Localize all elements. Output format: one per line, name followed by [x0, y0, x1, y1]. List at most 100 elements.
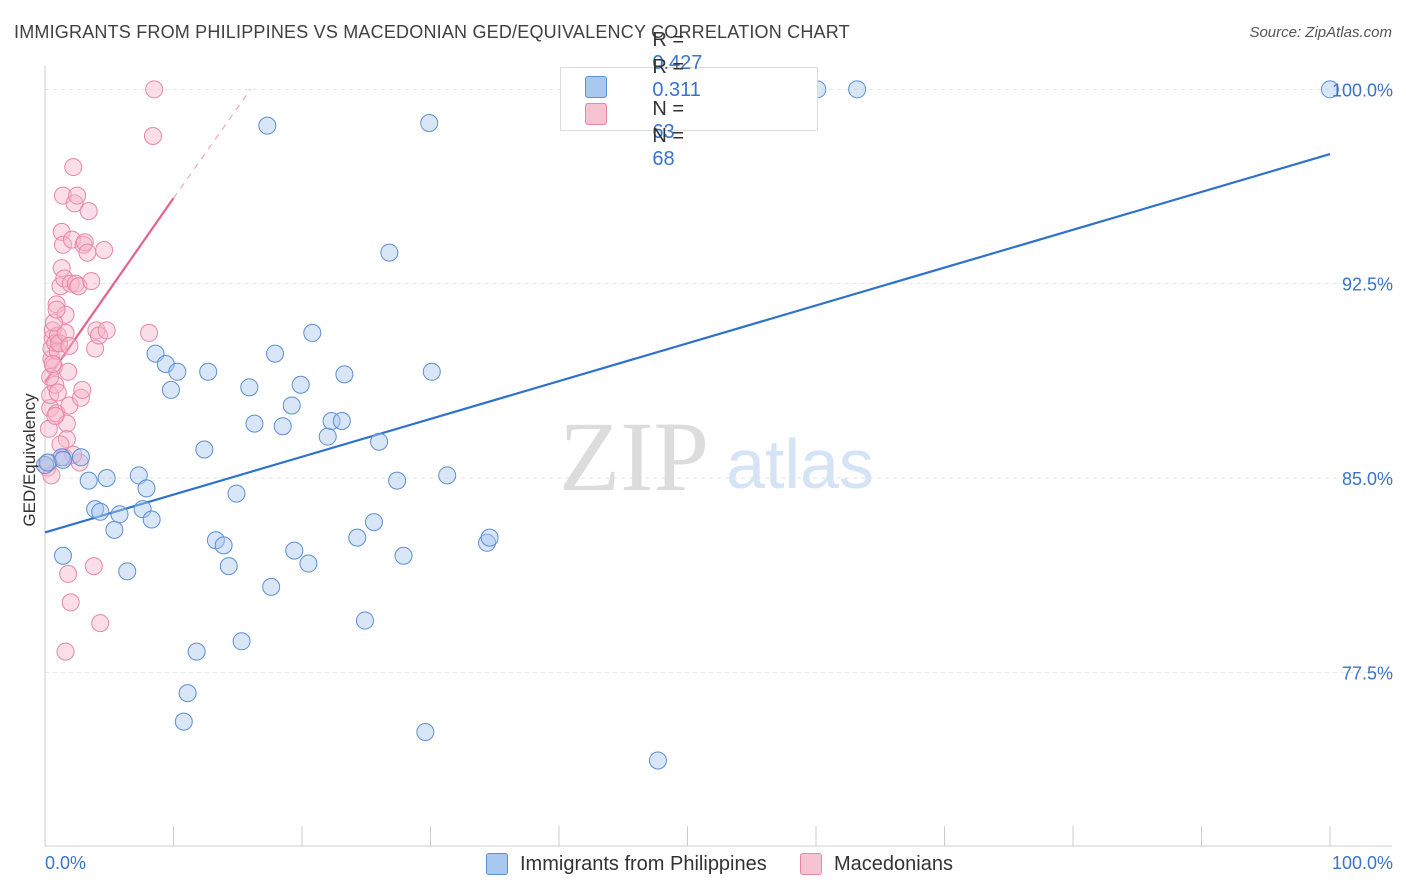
r-value-macedonians: 0.311: [652, 78, 701, 101]
source-label: Source: ZipAtlas.com: [1249, 24, 1392, 41]
point-philippines-47: [364, 513, 383, 532]
stats-legend: R = 0.427 N = 63 R = 0.311 N = 68: [560, 29, 818, 170]
point-philippines-48: [370, 432, 389, 451]
point-philippines-29: [232, 632, 251, 651]
point-philippines-39: [299, 554, 318, 573]
point-macedonians-42: [79, 202, 98, 221]
point-philippines-58: [648, 751, 667, 770]
point-macedonians-50: [97, 321, 116, 340]
point-philippines-40: [303, 323, 322, 342]
point-macedonians-11: [47, 295, 66, 314]
series-philippines: [36, 80, 1339, 770]
point-philippines-62: [38, 453, 57, 472]
watermark: ZIP atlas: [559, 401, 874, 512]
legend-swatch-blue: [486, 853, 508, 875]
point-philippines-0: [36, 456, 54, 475]
point-philippines-7: [91, 502, 110, 521]
point-philippines-28: [227, 484, 246, 503]
n-label: N =: [652, 97, 685, 120]
point-philippines-41: [318, 427, 337, 446]
y-tick-label-0: 77.5%: [1342, 663, 1393, 683]
point-philippines-57: [480, 528, 499, 547]
n-value-philippines: 63: [652, 120, 675, 143]
point-philippines-10: [110, 505, 129, 524]
point-macedonians-43: [82, 272, 101, 291]
axes: [44, 66, 1392, 847]
point-macedonians-59: [46, 406, 65, 425]
point-macedonians-48: [91, 614, 110, 633]
point-macedonians-34: [68, 186, 87, 205]
x-tick-label-1: 100.0%: [1332, 853, 1393, 873]
point-macedonians-53: [145, 80, 164, 99]
point-philippines-23: [195, 440, 214, 459]
point-philippines-61: [1321, 80, 1339, 99]
point-philippines-35: [273, 417, 292, 436]
r-value-philippines: 0.427: [652, 51, 703, 74]
point-macedonians-41: [78, 243, 97, 262]
point-philippines-56: [478, 533, 497, 552]
point-philippines-32: [258, 116, 277, 135]
legend-swatch-blue: [585, 76, 607, 98]
point-philippines-37: [285, 541, 304, 560]
legend-swatch-pink: [585, 103, 607, 125]
point-macedonians-65: [60, 336, 79, 355]
point-macedonians-54: [61, 593, 80, 612]
point-philippines-36: [282, 396, 301, 415]
point-philippines-31: [245, 414, 264, 433]
point-philippines-24: [199, 362, 218, 381]
point-philippines-4: [53, 546, 72, 565]
legend-label-philippines: Immigrants from Philippines: [520, 852, 767, 875]
point-macedonians-15: [50, 334, 69, 353]
point-philippines-11: [118, 562, 137, 581]
trend-line-philippines: [44, 153, 1331, 534]
point-philippines-21: [178, 684, 197, 703]
point-philippines-22: [187, 642, 206, 661]
point-macedonians-51: [140, 323, 159, 342]
point-philippines-54: [422, 362, 441, 381]
point-philippines-51: [394, 546, 413, 565]
point-macedonians-17: [52, 259, 71, 278]
legend-item-macedonians[interactable]: Macedonians: [800, 852, 953, 876]
y-tick-label-2: 92.5%: [1342, 275, 1393, 295]
legend-item-philippines[interactable]: Immigrants from Philippines: [486, 852, 767, 876]
point-philippines-20: [174, 712, 193, 731]
point-philippines-42: [322, 412, 341, 431]
point-philippines-14: [137, 479, 156, 498]
point-philippines-55: [438, 466, 457, 485]
point-philippines-27: [219, 557, 238, 576]
watermark-atlas: atlas: [726, 425, 874, 503]
point-macedonians-64: [48, 383, 67, 402]
y-tick-label-1: 85.0%: [1342, 469, 1393, 489]
watermark-zip: ZIP: [559, 401, 709, 512]
y-tick-label-3: 100.0%: [1332, 80, 1393, 100]
point-philippines-43: [332, 412, 351, 431]
legend-label-macedonians: Macedonians: [834, 852, 953, 875]
gridlines: [45, 88, 1392, 673]
point-philippines-2: [71, 448, 90, 467]
point-macedonians-18: [52, 222, 71, 241]
r-label: R =: [652, 55, 685, 78]
point-philippines-45: [348, 528, 367, 547]
chart-title: IMMIGRANTS FROM PHILIPPINES VS MACEDONIA…: [14, 22, 850, 42]
point-macedonians-37: [71, 388, 90, 407]
point-macedonians-40: [75, 233, 94, 252]
y-axis-title: GED/Equivalency: [20, 393, 39, 527]
point-macedonians-33: [66, 274, 85, 293]
point-macedonians-46: [87, 321, 106, 340]
x-tick-label-0: 0.0%: [45, 853, 86, 873]
point-macedonians-52: [143, 126, 162, 145]
point-macedonians-66: [47, 300, 66, 319]
point-philippines-53: [420, 114, 439, 133]
r-label: R =: [652, 28, 685, 51]
point-macedonians-26: [59, 362, 78, 381]
point-philippines-9: [105, 520, 124, 539]
point-philippines-19: [168, 362, 187, 381]
point-macedonians-19: [53, 235, 72, 254]
point-philippines-49: [380, 243, 399, 262]
point-macedonians-58: [43, 355, 62, 374]
point-philippines-60: [848, 80, 867, 99]
point-macedonians-31: [64, 158, 83, 177]
n-label: N =: [652, 124, 685, 147]
point-philippines-33: [262, 577, 281, 596]
